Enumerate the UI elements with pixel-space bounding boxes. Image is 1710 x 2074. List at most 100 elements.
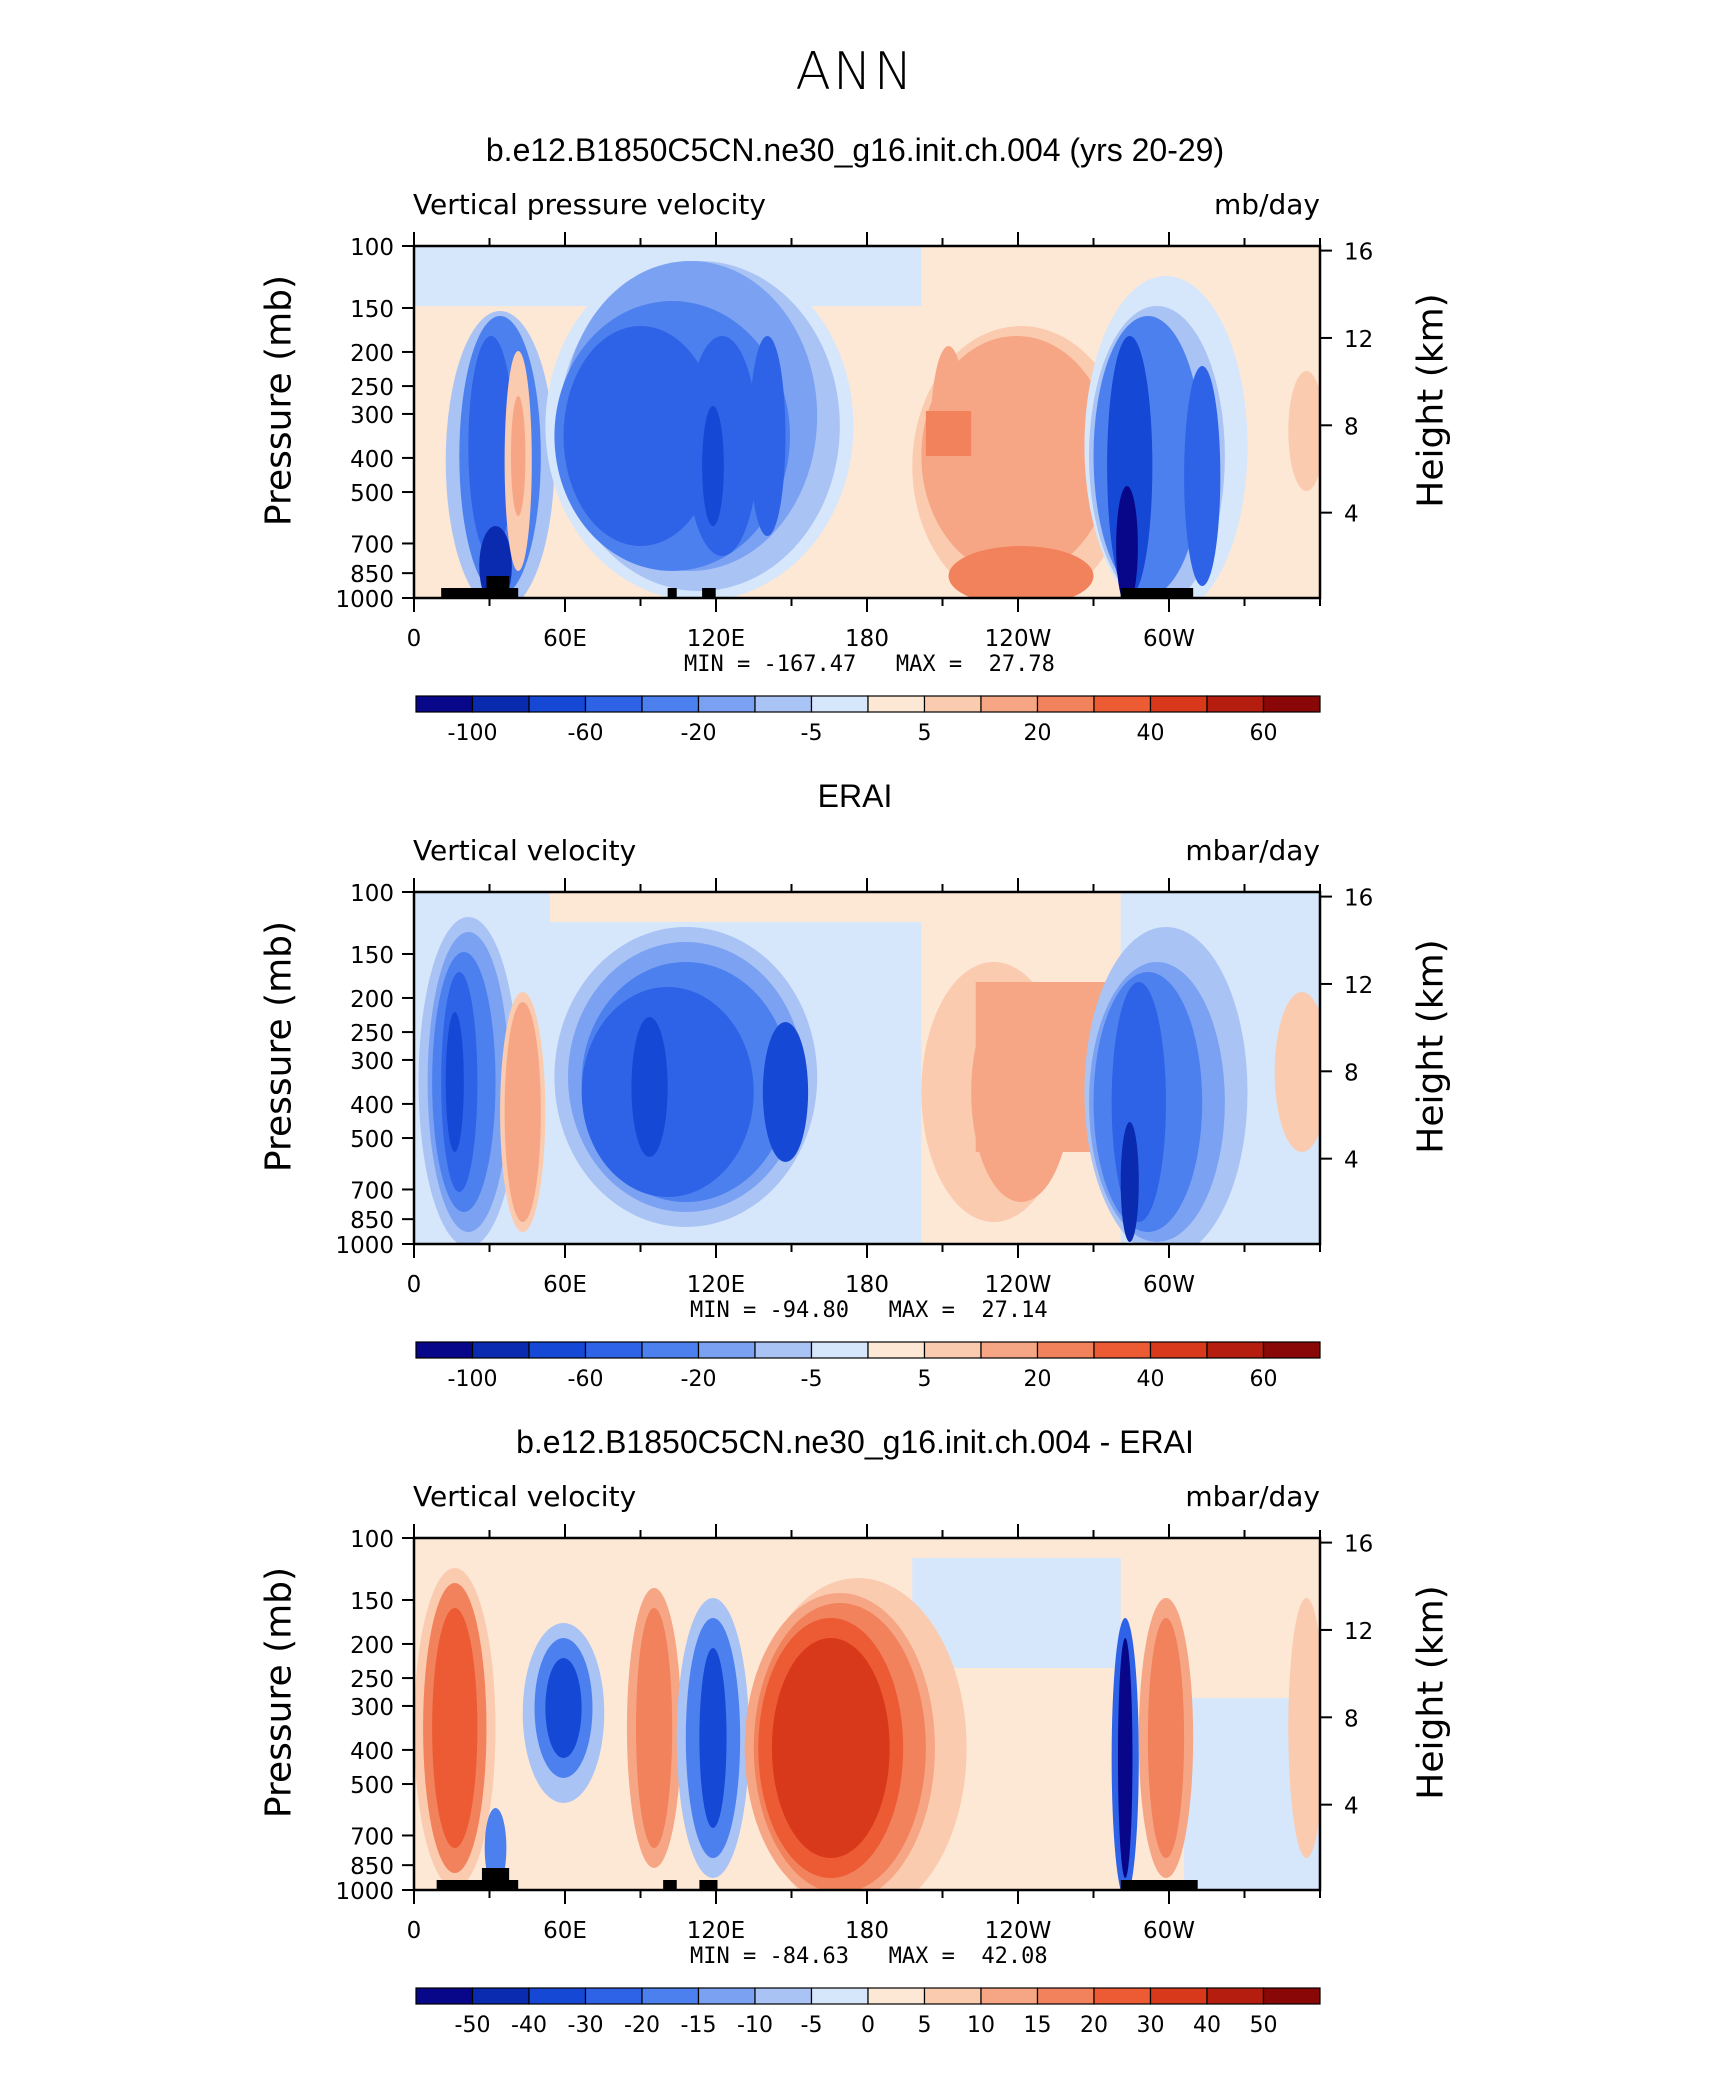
x-tick-label: 0 [407,1918,422,1944]
y-right-tick-label: 8 [1344,1706,1359,1732]
y-right-tick-label: 12 [1344,973,1373,999]
colorbar-box [641,1987,700,2005]
panel-2-min-max: MIN = -94.80 MAX = 27.14 [690,1298,1048,1323]
colorbar-box [1036,1987,1095,2005]
field [414,892,1320,1244]
figure-title: ANN [795,42,915,102]
y-tick-label: 500 [350,1127,394,1153]
field-region [912,1558,1121,1668]
y-tick-label: 700 [350,1824,394,1850]
topography [663,1880,677,1890]
colorbar-label: 60 [1250,1367,1278,1392]
y-tick-label: 250 [350,1021,394,1047]
field-region [468,336,514,556]
y-right-tick-label: 4 [1344,502,1359,528]
colorbar-label: 5 [918,2013,932,2038]
colorbar-label: -5 [801,721,823,746]
y-tick-label: 1000 [335,587,394,613]
topography [436,1880,519,1890]
y-tick-label: 1000 [335,1879,394,1905]
x-tick-label: 0 [407,626,422,652]
colorbar-label: 15 [1024,2013,1052,2038]
colorbar-label: 20 [1080,2013,1108,2038]
field-region [1288,371,1320,491]
colorbar-box [697,1987,756,2005]
y-right-tick-label: 16 [1344,886,1373,912]
colorbar-box [415,1987,474,2005]
y-tick-label: 200 [350,341,394,367]
field-region [549,892,922,922]
y-right-tick-label: 8 [1344,1060,1359,1086]
colorbar-label: 5 [918,721,932,746]
y-tick-label: 500 [350,481,394,507]
y-tick-label: 300 [350,1695,394,1721]
topography [1120,1880,1198,1890]
topography [441,588,519,598]
y-tick-label: 150 [350,943,394,969]
x-tick-label: 120W [985,1272,1052,1298]
colorbar-label: 40 [1137,1367,1165,1392]
x-tick-label: 0 [407,1272,422,1298]
colorbar-label: -40 [511,2013,547,2038]
colorbar-box [923,1987,982,2005]
colorbar-box [754,1987,813,2005]
x-tick-label: 120E [687,626,745,652]
field-region [445,1012,464,1152]
y-tick-label: 400 [350,1739,394,1765]
colorbar-box [1206,1987,1265,2005]
y-tick-label: 100 [350,881,394,907]
y-tick-label: 700 [350,532,394,558]
y-right-tick-label: 4 [1344,1794,1359,1820]
panel-1-units-label: mb/day [1214,188,1320,221]
field-region [563,326,718,546]
field-region [1184,366,1221,586]
topography [486,576,510,598]
x-tick-label: 60W [1143,1918,1195,1944]
field-region [635,1608,673,1848]
field-region [504,1002,541,1222]
y-tick-label: 300 [350,1049,394,1075]
field-region [699,1648,727,1828]
field [414,1538,1320,1890]
colorbar-box [528,1987,587,2005]
colorbar-label: -15 [681,2013,717,2038]
colorbar-label: -50 [455,2013,491,2038]
x-tick-label: 180 [845,1272,889,1298]
field-region [1117,1638,1133,1878]
y-tick-label: 400 [350,1093,394,1119]
y-tick-label: 250 [350,375,394,401]
x-tick-label: 60E [543,1918,587,1944]
panel-3-min-max: MIN = -84.63 MAX = 42.08 [690,1944,1048,1969]
panel-2-units-label: mbar/day [1185,834,1320,867]
colorbar-label: -20 [681,1367,717,1392]
colorbar-label: -30 [568,2013,604,2038]
field-region [1120,1122,1139,1242]
field-region [1274,992,1320,1152]
colorbar-label: 40 [1137,721,1165,746]
colorbar-box [980,1987,1039,2005]
panel-1-title: b.e12.B1850C5CN.ne30_g16.init.ch.004 (yr… [485,132,1225,168]
field-region [581,987,754,1197]
field-region [510,396,526,516]
y-tick-label: 850 [350,562,394,588]
colorbar-label: 30 [1137,2013,1165,2038]
colorbar-label: 10 [967,2013,995,2038]
field-region [631,1017,668,1157]
field-region [1288,1598,1320,1858]
x-tick-label: 60W [1143,626,1195,652]
field-region [702,406,724,526]
colorbar-box [810,1987,869,2005]
y-tick-label: 200 [350,1633,394,1659]
x-tick-label: 120E [687,1272,745,1298]
y-right-tick-label: 4 [1344,1148,1359,1174]
topography [702,588,716,598]
x-tick-label: 180 [845,626,889,652]
panel-3-units-label: mbar/day [1185,1480,1320,1513]
colorbar-label: -5 [801,2013,823,2038]
y-tick-label: 400 [350,447,394,473]
colorbar-box [1149,1987,1208,2005]
field-region [948,546,1094,598]
colorbar-label: -60 [568,721,604,746]
colorbar-label: 0 [861,2013,875,2038]
